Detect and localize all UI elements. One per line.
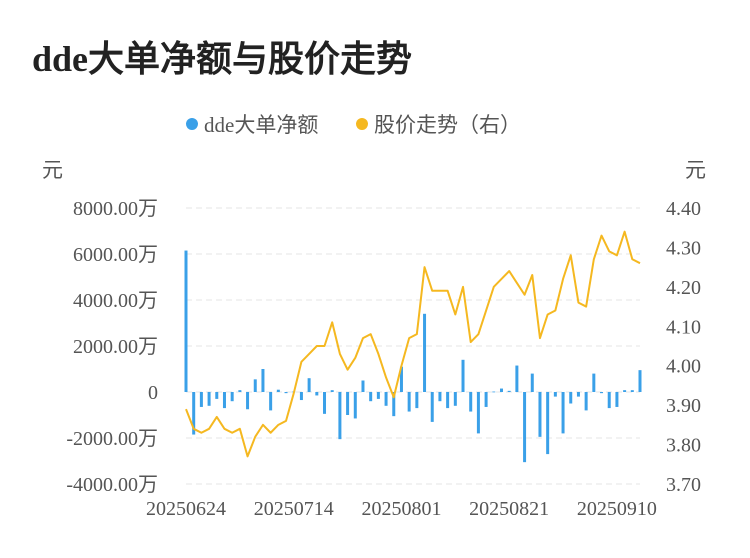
bar xyxy=(538,392,542,437)
bar xyxy=(484,392,488,407)
bar xyxy=(492,391,496,393)
bar xyxy=(184,250,188,392)
y-left-unit: 元 xyxy=(42,158,63,182)
bar xyxy=(215,392,219,399)
legend-label-price: 股价走势（右） xyxy=(374,113,521,137)
y-left-tick-label: 4000.00万 xyxy=(73,290,158,312)
bar-series xyxy=(184,250,642,463)
bar xyxy=(353,392,357,419)
bar xyxy=(438,392,442,402)
line-series xyxy=(185,230,641,458)
bar xyxy=(546,392,550,455)
bar xyxy=(238,390,242,392)
bar xyxy=(446,392,450,409)
bar xyxy=(338,392,342,440)
bar xyxy=(615,392,619,407)
bar xyxy=(307,378,311,392)
bar xyxy=(230,392,234,402)
bar xyxy=(584,392,588,411)
bar xyxy=(423,313,427,392)
bar xyxy=(346,392,350,415)
y-right-unit: 元 xyxy=(685,158,706,182)
legend-marker-dde xyxy=(186,118,198,130)
bar xyxy=(469,392,473,412)
y-left-tick-label: 6000.00万 xyxy=(73,244,158,266)
y-axis-right: 4.40 4.30 4.20 4.10 4.00 3.90 3.80 3.70 xyxy=(666,198,701,496)
bar xyxy=(207,392,211,406)
bar xyxy=(199,392,203,407)
bar xyxy=(192,392,196,435)
bar xyxy=(569,392,573,404)
price-line xyxy=(185,230,641,458)
bar xyxy=(461,359,465,392)
bar xyxy=(369,392,373,402)
bar xyxy=(330,390,334,392)
x-tick-label: 20250801 xyxy=(361,498,441,520)
grid xyxy=(186,207,640,485)
bar xyxy=(600,392,604,394)
y-left-tick-label: -4000.00万 xyxy=(66,474,158,496)
bar xyxy=(276,389,280,392)
bar xyxy=(530,373,534,392)
bar xyxy=(384,392,388,406)
bar xyxy=(607,392,611,409)
bar xyxy=(323,392,327,414)
y-right-tick-label: 4.40 xyxy=(666,198,701,220)
x-tick-label: 20250624 xyxy=(146,498,226,520)
y-right-tick-label: 3.80 xyxy=(666,435,701,457)
bar xyxy=(315,392,319,396)
x-axis: 20250624 20250714 20250801 20250821 20250910 xyxy=(146,498,657,520)
y-right-tick-label: 3.90 xyxy=(666,395,701,417)
bar xyxy=(476,392,480,434)
bar xyxy=(576,392,580,397)
legend-marker-price xyxy=(356,118,368,130)
bar xyxy=(507,390,511,392)
y-right-tick-label: 4.00 xyxy=(666,356,701,378)
bar xyxy=(630,390,634,392)
y-right-tick-label: 4.20 xyxy=(666,277,701,299)
bar xyxy=(407,392,411,412)
y-left-tick-label: 8000.00万 xyxy=(73,198,158,220)
bar xyxy=(361,380,365,392)
bar xyxy=(415,392,419,409)
bar xyxy=(399,366,403,392)
y-right-tick-label: 4.30 xyxy=(666,237,701,259)
bar xyxy=(299,392,303,401)
y-axis-left: 8000.00万 6000.00万 4000.00万 2000.00万 0 -2000.0… xyxy=(66,198,158,496)
bar xyxy=(592,373,596,392)
bar xyxy=(515,365,519,392)
y-left-tick-label: 0 xyxy=(148,382,158,404)
bar xyxy=(284,392,288,394)
bar xyxy=(553,392,557,397)
y-right-tick-label: 4.10 xyxy=(666,316,701,338)
bar xyxy=(261,369,265,392)
bar xyxy=(253,379,257,392)
bar xyxy=(523,392,527,463)
bar xyxy=(222,392,226,409)
y-right-tick-label: 3.70 xyxy=(666,474,701,496)
bar xyxy=(430,392,434,422)
y-left-tick-label: 2000.00万 xyxy=(73,336,158,358)
bar xyxy=(561,392,565,434)
bar xyxy=(623,390,627,392)
bar xyxy=(392,392,396,417)
bar xyxy=(246,392,250,410)
bar xyxy=(376,392,380,399)
legend[interactable]: dde大单净额 股价走势（右） xyxy=(186,113,521,137)
chart-title: dde大单净额与股价走势 xyxy=(32,39,413,79)
y-left-tick-label: -2000.00万 xyxy=(66,428,158,450)
bar xyxy=(638,370,642,392)
legend-label-dde: dde大单净额 xyxy=(204,113,318,137)
x-tick-label: 20250910 xyxy=(577,498,657,520)
bar xyxy=(453,392,457,406)
bar xyxy=(499,388,503,392)
bar xyxy=(269,392,273,411)
x-tick-label: 20250714 xyxy=(254,498,334,520)
x-tick-label: 20250821 xyxy=(469,498,549,520)
